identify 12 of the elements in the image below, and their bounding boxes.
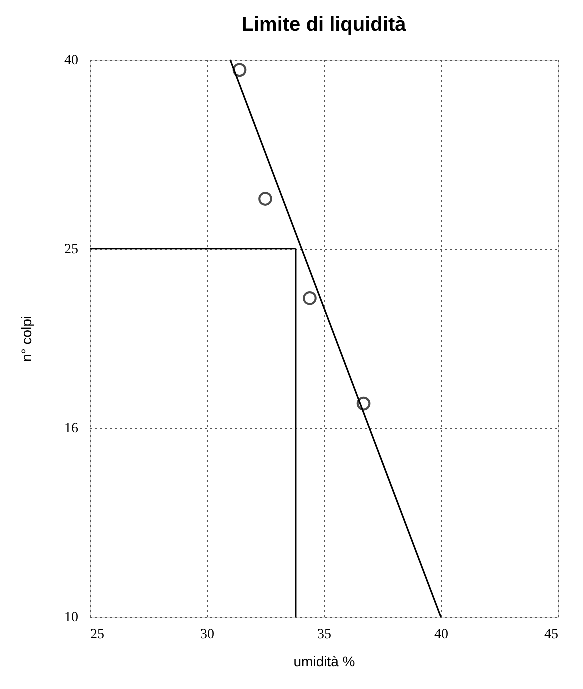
x-tick-label: 25 bbox=[90, 628, 104, 642]
x-tick-label: 30 bbox=[200, 628, 214, 642]
y-axis-title: n° colpi bbox=[18, 316, 34, 362]
y-tick-label: 25 bbox=[64, 242, 78, 258]
y-tick-label: 40 bbox=[64, 54, 78, 68]
x-tick-label: 40 bbox=[434, 628, 448, 642]
x-tick-label: 35 bbox=[318, 628, 332, 642]
y-tick-label: 16 bbox=[64, 422, 78, 437]
x-axis-title: umidità % bbox=[294, 654, 356, 670]
y-tick-label: 10 bbox=[64, 610, 78, 626]
chart-title: Limite di liquidità bbox=[242, 14, 408, 36]
x-tick-label: 45 bbox=[544, 628, 558, 642]
